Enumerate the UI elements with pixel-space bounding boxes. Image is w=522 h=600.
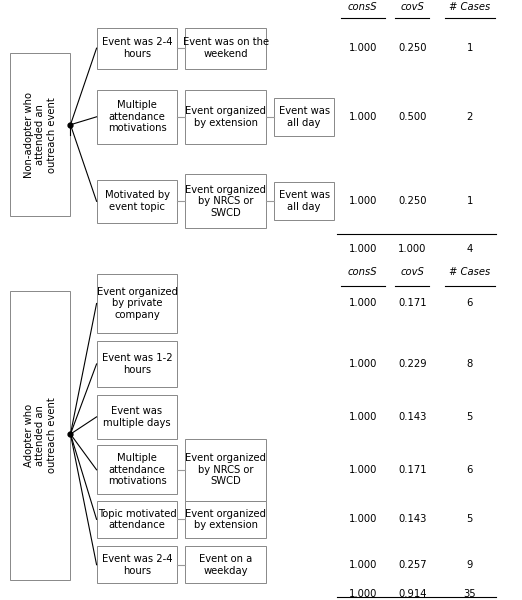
Text: Event was
multiple days: Event was multiple days bbox=[103, 406, 171, 428]
FancyBboxPatch shape bbox=[97, 445, 177, 494]
Text: Event organized
by NRCS or
SWCD: Event organized by NRCS or SWCD bbox=[185, 185, 266, 218]
Text: # Cases: # Cases bbox=[449, 2, 491, 12]
Text: Event was on the
weekend: Event was on the weekend bbox=[183, 37, 269, 59]
Text: 5: 5 bbox=[467, 412, 473, 422]
Text: Motivated by
event topic: Motivated by event topic bbox=[104, 190, 170, 212]
Text: Non-adopter who
attended an
outreach event: Non-adopter who attended an outreach eve… bbox=[24, 92, 57, 178]
Text: 0.250: 0.250 bbox=[398, 196, 426, 206]
Text: 1.000: 1.000 bbox=[349, 298, 377, 308]
FancyBboxPatch shape bbox=[97, 501, 177, 538]
Text: 1.000: 1.000 bbox=[349, 43, 377, 53]
Text: 1.000: 1.000 bbox=[349, 589, 377, 599]
FancyBboxPatch shape bbox=[185, 28, 266, 68]
Text: Event organized
by extension: Event organized by extension bbox=[185, 106, 266, 128]
FancyBboxPatch shape bbox=[185, 174, 266, 229]
FancyBboxPatch shape bbox=[10, 53, 70, 217]
Text: 1.000: 1.000 bbox=[349, 560, 377, 570]
Text: 9: 9 bbox=[467, 560, 473, 570]
FancyBboxPatch shape bbox=[185, 90, 266, 144]
Text: Event organized
by extension: Event organized by extension bbox=[185, 509, 266, 530]
Text: 1.000: 1.000 bbox=[349, 196, 377, 206]
FancyBboxPatch shape bbox=[97, 395, 177, 439]
Text: 0.143: 0.143 bbox=[398, 412, 426, 422]
Text: Event was
all day: Event was all day bbox=[279, 106, 329, 128]
Text: 1.000: 1.000 bbox=[349, 465, 377, 475]
FancyBboxPatch shape bbox=[185, 501, 266, 538]
FancyBboxPatch shape bbox=[274, 98, 334, 136]
Text: 8: 8 bbox=[467, 359, 473, 369]
Text: 0.229: 0.229 bbox=[398, 359, 426, 369]
Text: Event organized
by private
company: Event organized by private company bbox=[97, 287, 177, 320]
Text: 6: 6 bbox=[467, 298, 473, 308]
Text: 0.914: 0.914 bbox=[398, 589, 426, 599]
Text: 0.171: 0.171 bbox=[398, 465, 426, 475]
Text: Multiple
attendance
motivations: Multiple attendance motivations bbox=[108, 453, 167, 487]
Text: 2: 2 bbox=[467, 112, 473, 122]
Text: consS: consS bbox=[348, 268, 377, 277]
Text: Event was
all day: Event was all day bbox=[279, 190, 329, 212]
Text: Event was 2-4
hours: Event was 2-4 hours bbox=[102, 37, 172, 59]
Text: covS: covS bbox=[400, 268, 424, 277]
Text: 1.000: 1.000 bbox=[349, 359, 377, 369]
Text: 6: 6 bbox=[467, 465, 473, 475]
Text: covS: covS bbox=[400, 2, 424, 12]
Text: Event was 2-4
hours: Event was 2-4 hours bbox=[102, 554, 172, 575]
Text: 0.257: 0.257 bbox=[398, 560, 426, 570]
Text: Adopter who
attended an
outreach event: Adopter who attended an outreach event bbox=[24, 397, 57, 473]
Text: 1: 1 bbox=[467, 196, 473, 206]
Text: 0.250: 0.250 bbox=[398, 43, 426, 53]
Text: Topic motivated
attendance: Topic motivated attendance bbox=[98, 509, 176, 530]
FancyBboxPatch shape bbox=[97, 179, 177, 223]
FancyBboxPatch shape bbox=[10, 291, 70, 580]
Text: 5: 5 bbox=[467, 514, 473, 524]
Text: 1.000: 1.000 bbox=[349, 514, 377, 524]
Text: 1: 1 bbox=[467, 43, 473, 53]
FancyBboxPatch shape bbox=[274, 182, 334, 220]
Text: # Cases: # Cases bbox=[449, 268, 491, 277]
FancyBboxPatch shape bbox=[185, 546, 266, 583]
Text: 4: 4 bbox=[467, 244, 473, 254]
Text: 0.171: 0.171 bbox=[398, 298, 426, 308]
FancyBboxPatch shape bbox=[97, 28, 177, 68]
FancyBboxPatch shape bbox=[97, 274, 177, 333]
Text: 1.000: 1.000 bbox=[398, 244, 426, 254]
FancyBboxPatch shape bbox=[185, 439, 266, 501]
Text: Event was 1-2
hours: Event was 1-2 hours bbox=[102, 353, 172, 375]
Text: Event organized
by NRCS or
SWCD: Event organized by NRCS or SWCD bbox=[185, 453, 266, 487]
Text: 35: 35 bbox=[464, 589, 476, 599]
Text: Event on a
weekday: Event on a weekday bbox=[199, 554, 253, 575]
Text: 0.500: 0.500 bbox=[398, 112, 426, 122]
Text: consS: consS bbox=[348, 2, 377, 12]
Text: 0.143: 0.143 bbox=[398, 514, 426, 524]
Text: 1.000: 1.000 bbox=[349, 244, 377, 254]
Text: 1.000: 1.000 bbox=[349, 112, 377, 122]
FancyBboxPatch shape bbox=[97, 90, 177, 144]
FancyBboxPatch shape bbox=[97, 341, 177, 386]
Text: Multiple
attendance
motivations: Multiple attendance motivations bbox=[108, 100, 167, 133]
FancyBboxPatch shape bbox=[97, 546, 177, 583]
Text: 1.000: 1.000 bbox=[349, 412, 377, 422]
